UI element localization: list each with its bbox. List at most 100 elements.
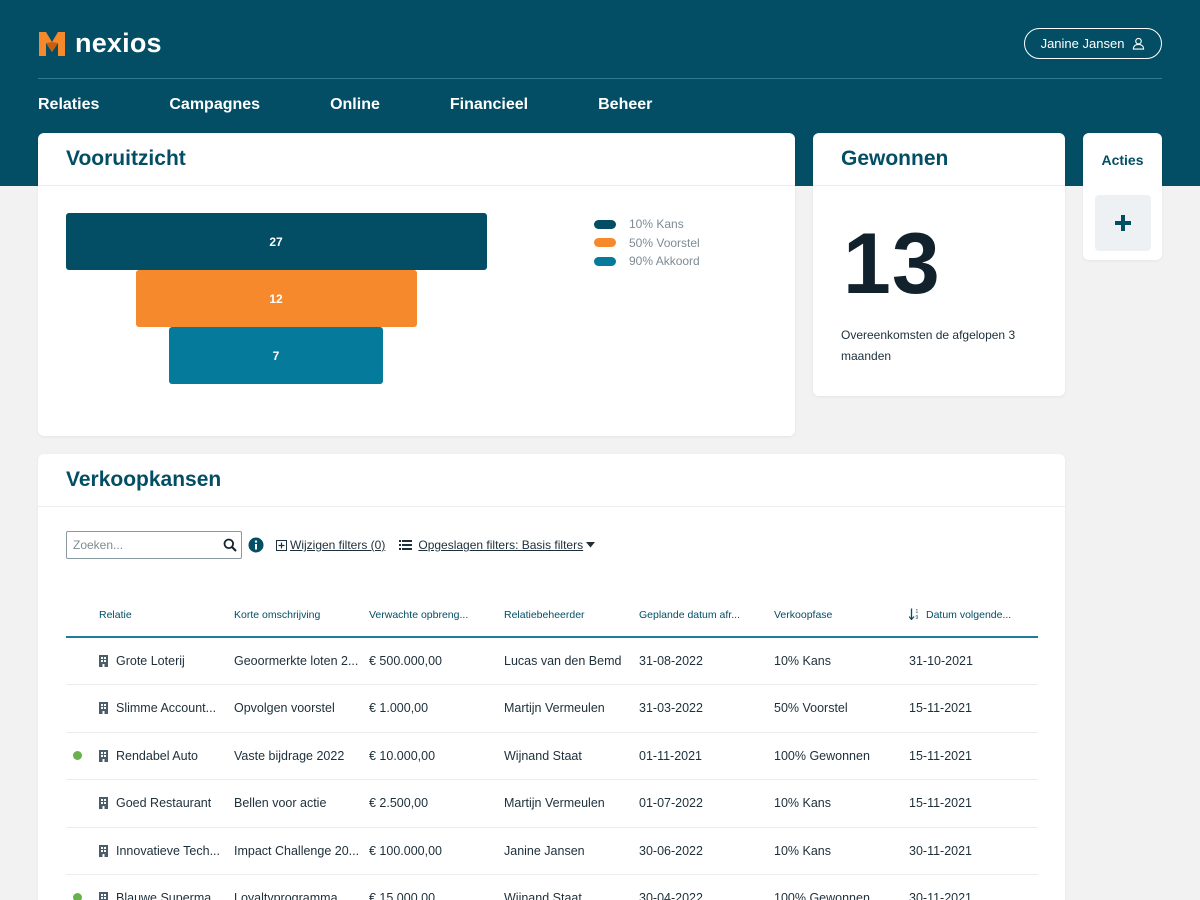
add-action-button[interactable]	[1095, 195, 1151, 251]
nexios-logo-icon	[39, 31, 65, 56]
won-card-header: Gewonnen	[813, 133, 1065, 186]
sort-ascending-icon[interactable]: 1 9	[909, 608, 920, 621]
table-row[interactable]: Blauwe Superma... Loyaltyprogramma € 15.00…	[66, 874, 1038, 900]
cell-datum-volgende: 15-11-2021	[909, 779, 1038, 828]
info-icon[interactable]	[248, 537, 264, 553]
column-header-opbrengst[interactable]: Verwachte opbreng...	[369, 593, 504, 638]
cell-relatiebeheerder: Wijnand Staat	[504, 732, 639, 780]
cell-relatiebeheerder: Wijnand Staat	[504, 874, 639, 900]
search-icon[interactable]	[223, 538, 237, 552]
opportunities-card: Verkoopkansen Wijzigen filters (0)	[38, 454, 1065, 900]
legend-item: 10% Kans	[594, 215, 700, 234]
cell-opbrengst: € 500.000,00	[369, 637, 504, 685]
relatie-name[interactable]: Slimme Account...	[116, 701, 217, 716]
opportunities-card-header: Verkoopkansen	[38, 454, 1065, 507]
cell-relatie[interactable]: Goed Restaurant	[99, 779, 234, 828]
relatie-name[interactable]: Innovatieve Tech...	[116, 843, 221, 858]
status-cell	[66, 874, 99, 900]
caret-down-icon	[586, 542, 596, 548]
cell-datum-volgende: 30-11-2021	[909, 874, 1038, 900]
relatie-name[interactable]: Rendabel Auto	[116, 748, 199, 763]
table-body: Grote Loterij Geoormerkte loten 2... € 500…	[66, 637, 1038, 900]
legend-item: 90% Akkoord	[594, 252, 700, 271]
cell-relatiebeheerder: Martijn Vermeulen	[504, 779, 639, 828]
legend-swatch	[594, 238, 616, 248]
status-dot	[73, 893, 82, 900]
nav-item-beheer[interactable]: Beheer	[598, 96, 653, 113]
svg-text:1: 1	[916, 609, 919, 615]
table-row[interactable]: Slimme Account... Opvolgen voorstel € 1.00…	[66, 684, 1038, 733]
cell-relatie[interactable]: Innovatieve Tech...	[99, 827, 234, 875]
nav-item-online[interactable]: Online	[330, 96, 380, 113]
cell-verkoopfase: 10% Kans	[774, 779, 909, 828]
funnel-bar-2[interactable]: 12	[135, 270, 417, 327]
column-header-status	[66, 593, 99, 638]
saved-filters-dropdown[interactable]: Opgeslagen filters: Basis filters	[399, 538, 598, 552]
table-row[interactable]: Rendabel Auto Vaste bijdrage 2022 € 10.000…	[66, 732, 1038, 780]
funnel-bar-value: 7	[272, 348, 280, 363]
funnel-bar-value: 12	[269, 291, 283, 306]
won-count: 13	[843, 216, 941, 312]
cell-opbrengst: € 1.000,00	[369, 684, 504, 733]
chart-legend: 10% Kans 50% Voorstel 90% Akkoord	[594, 215, 700, 271]
funnel-bar-3[interactable]: 7	[169, 327, 383, 384]
cell-datum-volgende: 31-10-2021	[909, 637, 1038, 685]
column-header-relatiebeheerder[interactable]: Relatiebeheerder	[504, 593, 639, 638]
change-filters-link[interactable]: Wijzigen filters (0)	[276, 538, 385, 552]
legend-item: 50% Voorstel	[594, 234, 700, 253]
app-header: nexios Janine Jansen	[38, 0, 1162, 79]
table-row[interactable]: Grote Loterij Geoormerkte loten 2... € 500…	[66, 637, 1038, 685]
cell-relatie[interactable]: Rendabel Auto	[99, 732, 234, 780]
actions-card: Acties	[1083, 133, 1162, 260]
plus-icon	[1115, 215, 1131, 231]
logo-text: nexios	[75, 28, 162, 58]
funnel-bar-1[interactable]: 27	[65, 213, 487, 270]
column-header-datum-volgende[interactable]: 1 9 Datum volgende...	[909, 593, 1038, 638]
relatie-name[interactable]: Blauwe Superma...	[116, 891, 222, 900]
svg-text:9: 9	[916, 615, 919, 620]
nav-item-campagnes[interactable]: Campagnes	[169, 96, 261, 113]
cell-opbrengst: € 100.000,00	[369, 827, 504, 875]
column-header-verkoopfase[interactable]: Verkoopfase	[774, 593, 909, 638]
logo[interactable]: nexios	[38, 28, 162, 59]
building-icon	[99, 749, 108, 762]
search-input[interactable]	[73, 538, 223, 552]
cell-relatie[interactable]: Blauwe Superma...	[99, 874, 234, 900]
cell-opbrengst: € 2.500,00	[369, 779, 504, 828]
opportunities-title: Verkoopkansen	[66, 468, 222, 491]
building-icon	[99, 655, 108, 667]
legend-label: 10% Kans	[629, 217, 684, 232]
building-icon	[99, 844, 108, 857]
saved-filters-label: Opgeslagen filters: Basis filters	[418, 538, 584, 552]
change-filters-label: Wijzigen filters (0)	[290, 538, 386, 552]
legend-swatch	[594, 256, 616, 266]
cell-verkoopfase: 10% Kans	[774, 637, 909, 685]
nav-item-financieel[interactable]: Financieel	[449, 96, 529, 113]
cell-datum-volgende: 30-11-2021	[909, 827, 1038, 875]
cell-relatie[interactable]: Slimme Account...	[99, 684, 234, 733]
table-row[interactable]: Innovatieve Tech... Impact Challenge 20..…	[66, 827, 1038, 875]
legend-label: 90% Akkoord	[629, 254, 700, 269]
cell-opbrengst: € 10.000,00	[369, 732, 504, 780]
column-header-geplande-datum[interactable]: Geplande datum afr...	[639, 593, 774, 638]
relatie-name[interactable]: Goed Restaurant	[116, 796, 212, 811]
cell-geplande-datum: 31-08-2022	[639, 637, 774, 685]
table-row[interactable]: Goed Restaurant Bellen voor actie € 2.500,…	[66, 779, 1038, 828]
main-nav: Relaties Campagnes Online Financieel Beh…	[38, 96, 722, 114]
building-icon	[99, 892, 108, 900]
cell-relatie[interactable]: Grote Loterij	[99, 637, 234, 685]
nav-item-relaties[interactable]: Relaties	[38, 96, 100, 113]
actions-title: Acties	[1101, 152, 1144, 168]
relatie-name[interactable]: Grote Loterij	[116, 654, 185, 668]
user-menu-button[interactable]: Janine Jansen	[1024, 28, 1162, 59]
cell-omschrijving: Vaste bijdrage 2022	[234, 732, 369, 780]
won-title: Gewonnen	[841, 147, 949, 170]
forecast-title: Vooruitzicht	[66, 147, 186, 170]
cell-geplande-datum: 31-03-2022	[639, 684, 774, 733]
column-header-relatie[interactable]: Relatie	[99, 593, 234, 638]
building-icon	[99, 702, 108, 715]
won-description: Overeenkomsten de afgelopen 3 maanden	[841, 328, 1016, 363]
cell-relatiebeheerder: Lucas van den Bemd	[504, 637, 639, 685]
building-icon	[99, 797, 108, 810]
column-header-omschrijving[interactable]: Korte omschrijving	[234, 593, 369, 638]
